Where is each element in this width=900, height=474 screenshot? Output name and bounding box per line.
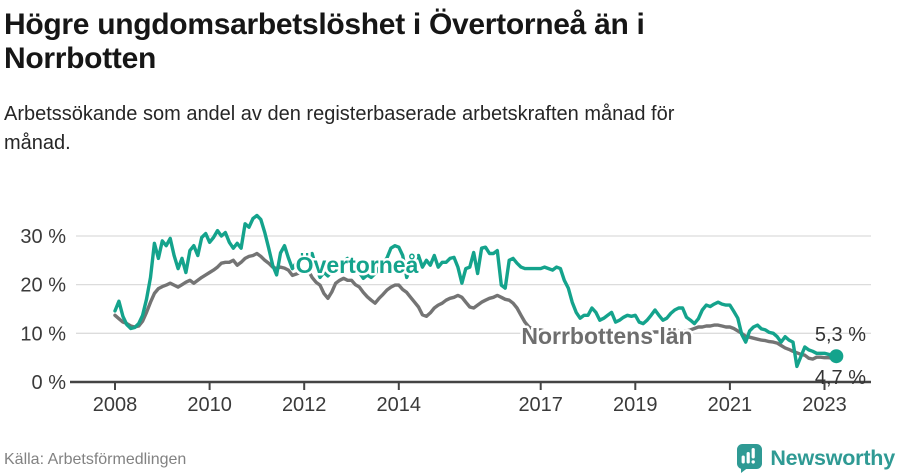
y-tick-label: 30 %: [20, 226, 66, 248]
page-title-line2: Norrbotten: [4, 42, 156, 75]
page-title-line1: Högre ungdomsarbetslöshet i Övertorneå ä…: [4, 8, 645, 41]
y-tick-label: 20 %: [20, 275, 66, 297]
x-tick-label: 2017: [518, 394, 563, 416]
x-tick-label: 2023: [802, 394, 847, 416]
page-title: Högre ungdomsarbetslöshet i Övertorneå ä…: [4, 8, 864, 76]
x-tick-label: 2021: [708, 394, 753, 416]
series-label-overtornea: Övertorneå: [296, 252, 419, 278]
chart-subtitle: Arbetssökande som andel av den registerb…: [4, 100, 864, 158]
end-value-label-overtornea: 5,3 %: [815, 324, 866, 346]
chart-subtitle-line1: Arbetssökande som andel av den registerb…: [4, 103, 675, 125]
x-tick-label: 2019: [613, 394, 658, 416]
newsworthy-icon: [737, 444, 763, 473]
brand-name: Newsworthy: [770, 445, 895, 470]
x-tick-label: 2010: [187, 394, 232, 416]
endpoint-dot: [829, 349, 844, 364]
source-note: Källa: Arbetsförmedlingen: [4, 451, 187, 468]
chart-subtitle-line2: månad.: [4, 132, 71, 154]
x-tick-label: 2014: [377, 394, 422, 416]
end-value-label-norrbotten: 4,7 %: [815, 367, 866, 389]
series-line-norrbotten: [113, 251, 838, 361]
y-tick-label: 0 %: [32, 372, 67, 394]
series-label-norrbotten: Norrbottens län: [521, 323, 692, 349]
series-line-overtornea: [113, 213, 838, 369]
x-tick-label: 2008: [93, 394, 138, 416]
y-tick-label: 10 %: [20, 323, 66, 345]
newsworthy-logo: Newsworthy: [736, 443, 895, 473]
x-tick-label: 2012: [282, 394, 327, 416]
